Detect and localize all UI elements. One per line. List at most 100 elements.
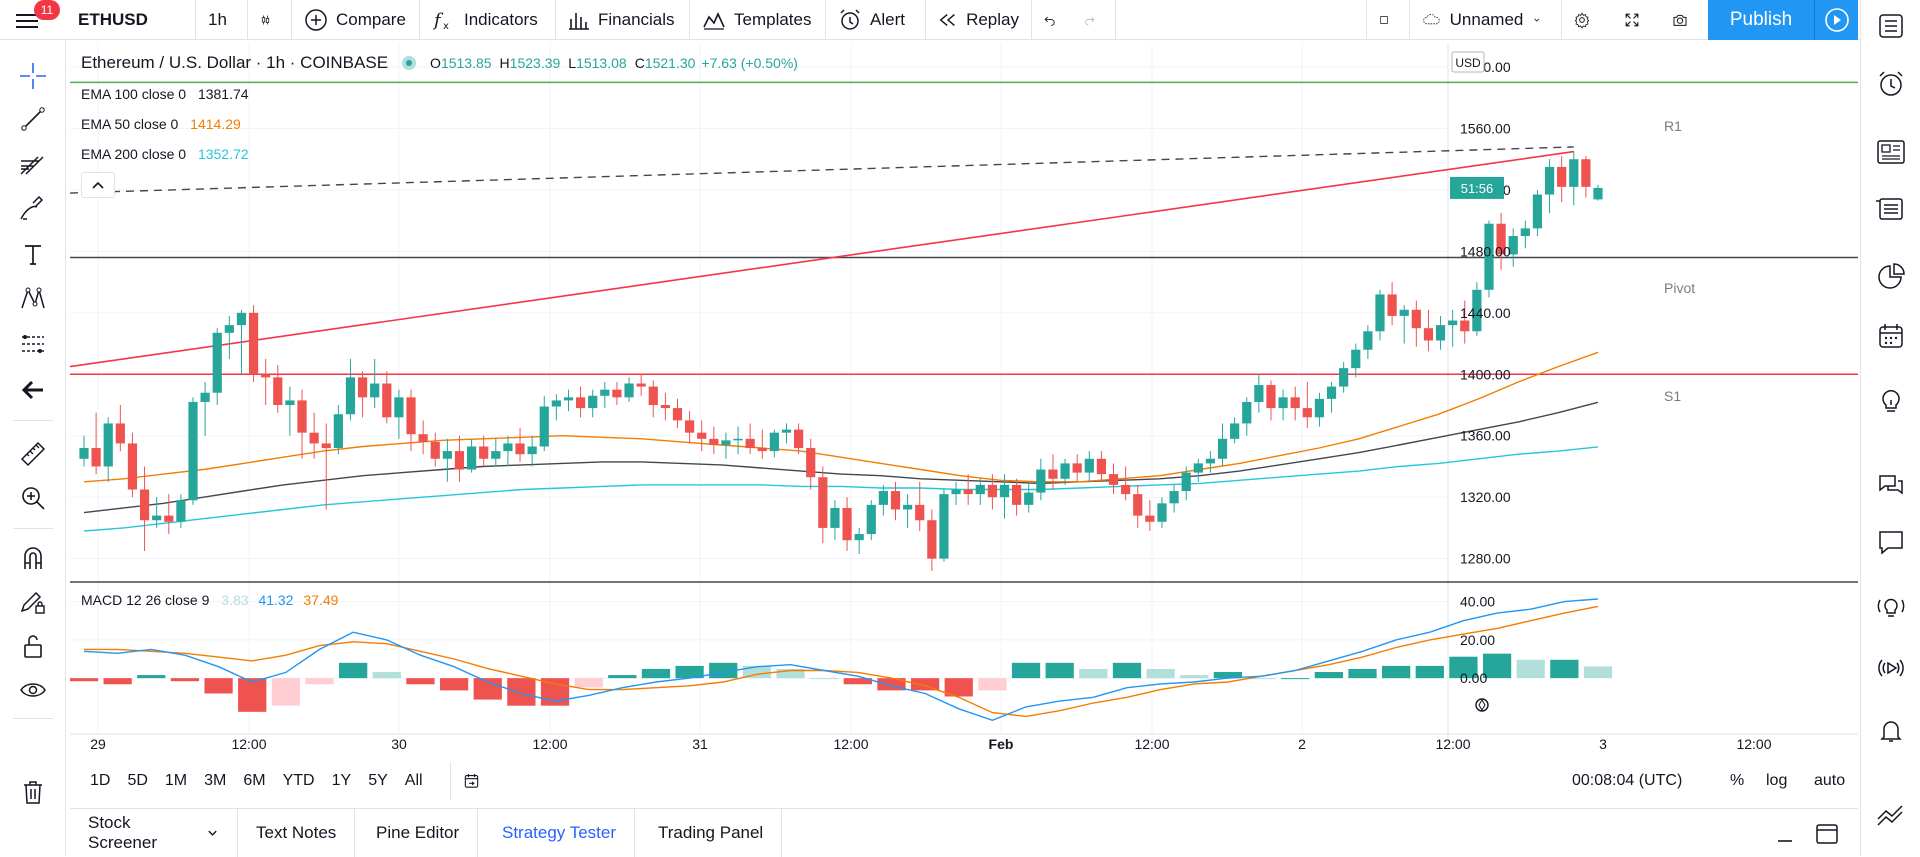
range-button-3m[interactable]: 3M xyxy=(204,772,227,789)
symbol-search-button[interactable]: ETHUSD xyxy=(66,0,196,40)
range-button-5d[interactable]: 5D xyxy=(127,772,148,789)
range-button-all[interactable]: All xyxy=(404,772,423,789)
text-tool[interactable] xyxy=(13,234,53,274)
fib-tool[interactable] xyxy=(13,144,53,184)
alerts-button[interactable] xyxy=(1873,66,1909,102)
candle-body xyxy=(212,332,222,393)
remove-drawings-button[interactable] xyxy=(13,772,53,812)
ema50-legend[interactable]: EMA 50 close 0 1414.29 xyxy=(81,116,241,132)
candle-body xyxy=(951,489,961,495)
hide-widget-bar-button[interactable] xyxy=(1873,796,1909,832)
gear-icon[interactable] xyxy=(1475,698,1489,712)
maximize-panel-button[interactable] xyxy=(1812,821,1842,847)
candle-body xyxy=(1012,484,1022,505)
calendar-button[interactable] xyxy=(1873,258,1909,294)
hide-toolbar-button[interactable] xyxy=(13,370,53,410)
candle xyxy=(1532,189,1543,237)
candle-body xyxy=(1242,401,1252,424)
chart-canvas[interactable]: 1600.001560.001520.001480.001440.001400.… xyxy=(70,44,1858,756)
hotlists-button[interactable] xyxy=(1873,190,1909,226)
data-window-button[interactable] xyxy=(1873,134,1909,170)
crosshair-tool[interactable] xyxy=(13,56,53,96)
compare-button[interactable]: Compare xyxy=(292,0,420,40)
time-tick-label: 29 xyxy=(90,736,106,752)
candle-body xyxy=(1508,236,1518,255)
price-axis[interactable]: 1600.001560.001520.001480.001440.001400.… xyxy=(1460,59,1511,567)
fullscreen-layout-button[interactable] xyxy=(1366,0,1410,40)
goto-date-button[interactable] xyxy=(450,762,480,800)
tab-stock-screener[interactable]: Stock Screener xyxy=(70,809,238,857)
trend-line-tool[interactable] xyxy=(13,99,53,139)
candle xyxy=(515,428,525,462)
collapse-legend-button[interactable] xyxy=(81,172,115,198)
notifications-button[interactable] xyxy=(1873,712,1909,748)
time-axis[interactable]: 29 12:00 30 12:00 31 12:00 Feb 12:00 2 12:00 3 12:0… xyxy=(90,736,1772,752)
main-menu-button[interactable]: 11 xyxy=(12,0,60,36)
log-scale-toggle[interactable]: log xyxy=(1766,772,1788,789)
brush-tool[interactable] xyxy=(13,188,53,228)
timezone-clock[interactable]: 00:08:04 (UTC) xyxy=(1572,772,1683,789)
candle xyxy=(1351,343,1361,378)
symbol-title[interactable]: Ethereum / U.S. Dollar · 1h · COINBASE xyxy=(81,53,389,72)
candle-body xyxy=(1145,515,1155,522)
auto-scale-toggle[interactable]: auto xyxy=(1814,772,1846,789)
watchlist-button[interactable] xyxy=(1873,8,1909,44)
tab-strategy-tester[interactable]: Strategy Tester xyxy=(484,809,636,857)
chats-button[interactable] xyxy=(1873,468,1909,504)
play-button[interactable] xyxy=(1814,0,1858,40)
low-value: 1513.08 xyxy=(576,55,627,71)
measure-tool[interactable] xyxy=(13,434,53,474)
magnet-tool[interactable] xyxy=(13,538,53,578)
macd-axis[interactable]: 40.00 20.00 0.00 xyxy=(1460,594,1495,687)
economic-calendar-button[interactable] xyxy=(1873,318,1909,354)
snapshot-button[interactable] xyxy=(1660,0,1708,40)
templates-button[interactable]: Templates xyxy=(690,0,826,40)
ideas-button[interactable] xyxy=(1873,382,1909,418)
range-button-1m[interactable]: 1M xyxy=(164,772,188,789)
pattern-tool[interactable] xyxy=(13,279,53,319)
ema200-legend[interactable]: EMA 200 close 0 1352.72 xyxy=(81,146,249,162)
range-button-6m[interactable]: 6M xyxy=(243,772,266,789)
chart-type-button[interactable] xyxy=(248,0,292,40)
currency-label: USD xyxy=(1455,56,1481,70)
streams-button[interactable] xyxy=(1873,588,1909,624)
pivot-lines[interactable] xyxy=(70,81,1858,376)
time-tick-label: 12:00 xyxy=(231,736,266,752)
interval-button[interactable]: 1h xyxy=(196,0,248,40)
lock-drawings-button[interactable] xyxy=(13,626,53,666)
layout-name-button[interactable]: Unnamed xyxy=(1410,0,1562,40)
range-button-ytd[interactable]: YTD xyxy=(282,772,315,789)
macd-histogram-bar xyxy=(70,678,99,682)
financials-button[interactable]: Financials xyxy=(556,0,690,40)
range-button-1y[interactable]: 1Y xyxy=(331,772,352,789)
tab-text-notes[interactable]: Text Notes xyxy=(238,809,356,857)
chart-area[interactable]: 1600.001560.001520.001480.001440.001400.… xyxy=(70,44,1858,756)
undo-button[interactable] xyxy=(1032,0,1076,40)
alert-button[interactable]: Alert xyxy=(826,0,926,40)
zoom-tool[interactable] xyxy=(13,478,53,518)
minimize-panel-button[interactable] xyxy=(1770,823,1800,847)
stay-in-drawing-mode[interactable] xyxy=(13,582,53,622)
broadcast-button[interactable] xyxy=(1873,650,1909,686)
range-button-1d[interactable]: 1D xyxy=(90,772,111,789)
fullscreen-button[interactable] xyxy=(1612,0,1660,40)
candles[interactable] xyxy=(79,151,1603,571)
prediction-tool[interactable] xyxy=(13,324,53,364)
settings-button[interactable] xyxy=(1562,0,1610,40)
tab-pine-editor[interactable]: Pine Editor xyxy=(358,809,479,857)
currency-badge[interactable] xyxy=(1451,51,1485,73)
macd-legend[interactable]: MACD 12 26 close 9 3.83 41.32 37.49 xyxy=(81,592,338,608)
percent-scale-toggle[interactable]: % xyxy=(1730,772,1745,789)
redo-button[interactable] xyxy=(1072,0,1116,40)
publish-button[interactable]: Publish xyxy=(1708,0,1814,40)
macd-histogram-bar xyxy=(1550,659,1579,679)
trend-lines[interactable] xyxy=(70,146,1574,368)
axis-settings-icon[interactable] xyxy=(1478,699,1486,711)
range-button-5y[interactable]: 5Y xyxy=(368,772,388,789)
ema100-legend[interactable]: EMA 100 close 0 1381.74 xyxy=(81,86,249,102)
replay-button[interactable]: Replay xyxy=(926,0,1032,40)
hide-drawings-button[interactable] xyxy=(13,670,53,710)
tab-trading-panel[interactable]: Trading Panel xyxy=(640,809,783,857)
messages-button[interactable] xyxy=(1873,524,1909,560)
